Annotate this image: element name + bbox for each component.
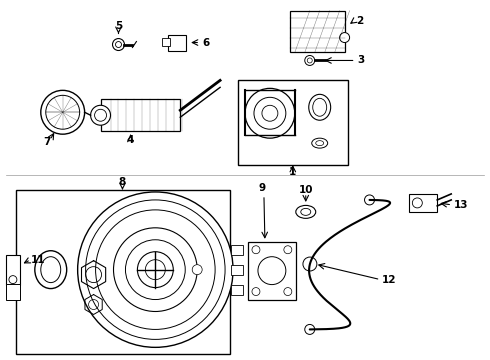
Bar xyxy=(162,37,171,45)
Circle shape xyxy=(340,32,349,42)
Circle shape xyxy=(137,252,173,288)
Circle shape xyxy=(114,228,197,311)
Ellipse shape xyxy=(35,251,67,289)
Ellipse shape xyxy=(296,206,316,219)
Circle shape xyxy=(254,97,286,129)
Circle shape xyxy=(41,90,85,134)
Circle shape xyxy=(365,195,374,205)
Ellipse shape xyxy=(312,138,328,148)
Circle shape xyxy=(252,288,260,296)
Bar xyxy=(231,285,243,294)
Bar xyxy=(231,245,243,255)
Text: 11: 11 xyxy=(31,255,46,265)
Circle shape xyxy=(258,257,286,285)
Circle shape xyxy=(245,88,295,138)
Bar xyxy=(290,11,344,53)
Circle shape xyxy=(284,246,292,254)
Text: 2: 2 xyxy=(357,15,364,26)
Text: 10: 10 xyxy=(298,185,313,195)
Text: 8: 8 xyxy=(119,177,126,187)
Bar xyxy=(6,284,20,300)
Text: 7: 7 xyxy=(43,137,50,147)
Circle shape xyxy=(284,288,292,296)
Circle shape xyxy=(305,324,315,334)
Text: 5: 5 xyxy=(115,21,122,31)
Text: 6: 6 xyxy=(202,37,209,48)
Text: 1: 1 xyxy=(289,167,296,177)
Text: 4: 4 xyxy=(127,135,134,145)
Bar xyxy=(238,80,347,165)
Text: 9: 9 xyxy=(258,183,266,193)
Circle shape xyxy=(305,55,315,66)
Bar xyxy=(6,255,20,285)
Bar xyxy=(409,194,437,212)
Bar xyxy=(168,35,186,50)
Text: 3: 3 xyxy=(358,55,365,66)
Bar xyxy=(231,265,243,275)
Bar xyxy=(100,99,180,131)
Circle shape xyxy=(303,257,317,271)
Circle shape xyxy=(252,246,260,254)
Circle shape xyxy=(113,39,124,50)
Bar xyxy=(248,242,296,300)
Circle shape xyxy=(192,265,202,275)
Circle shape xyxy=(91,105,111,125)
Circle shape xyxy=(77,192,233,347)
Text: 12: 12 xyxy=(382,275,396,285)
Bar xyxy=(16,190,230,354)
Ellipse shape xyxy=(309,94,331,120)
Text: 13: 13 xyxy=(454,200,469,210)
Circle shape xyxy=(46,95,80,129)
